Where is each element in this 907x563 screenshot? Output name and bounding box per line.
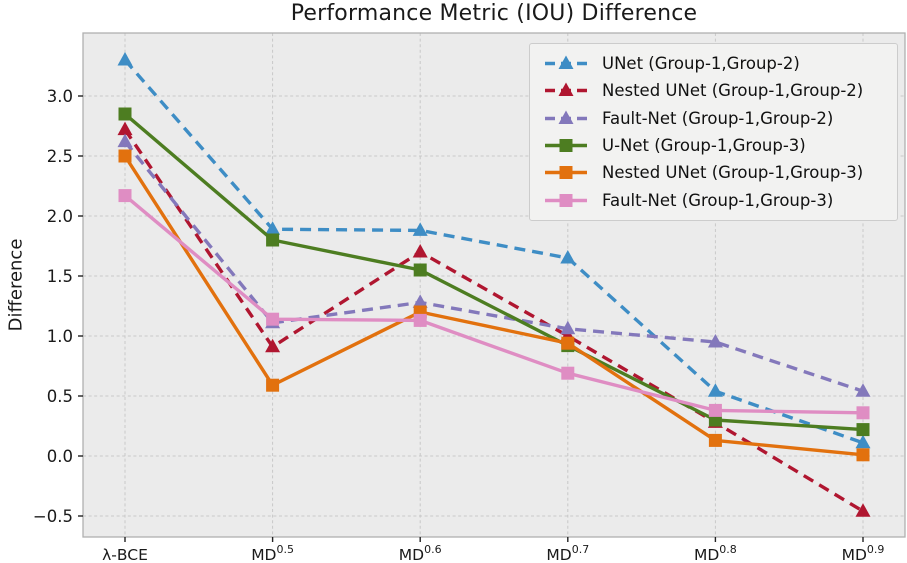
legend-item: Fault-Net (Group-1,Group-2) — [544, 109, 887, 128]
marker-series0-pt2 — [412, 222, 428, 236]
y-tick-label: 1.0 — [47, 327, 73, 346]
marker-series3-pt5 — [856, 423, 870, 437]
series-line-2 — [123, 140, 864, 393]
y-tick-label: 3.0 — [47, 87, 73, 106]
marker-series2-pt4 — [707, 334, 723, 348]
legend: UNet (Group-1,Group-2) Nested UNet (Group… — [529, 43, 898, 221]
marker-series4-pt4 — [708, 433, 722, 447]
marker-series1-pt5 — [855, 503, 871, 517]
legend-item-label: Nested UNet (Group-1,Group-3) — [602, 163, 864, 183]
marker-series3-pt2 — [413, 263, 427, 277]
legend-square-marker-icon — [545, 139, 587, 153]
marker-series0-pt5 — [855, 434, 871, 449]
marker-series3-pt1 — [266, 233, 280, 247]
legend-item-label: U-Net (Group-1,Group-3) — [602, 136, 806, 156]
axes-border — [82, 32, 906, 538]
legend-item: Fault-Net (Group-1,Group-3) — [544, 191, 887, 210]
y-tick-label: −0.5 — [33, 507, 73, 526]
legend-square-marker-icon — [545, 166, 587, 180]
chart-title: Performance Metric (IOU) Difference — [290, 1, 698, 26]
legend-triangle-marker-icon — [545, 55, 587, 70]
marker-series0-pt4 — [707, 383, 723, 397]
marker-series5-pt4 — [708, 403, 722, 417]
legend-item-label: Fault-Net (Group-1,Group-3) — [602, 190, 834, 210]
marker-series1-pt0 — [117, 121, 133, 136]
marker-series2-pt0 — [117, 133, 133, 148]
marker-series1-pt1 — [265, 338, 281, 353]
legend-item-label: Nested UNet (Group-1,Group-2) — [602, 81, 864, 101]
series-line-3 — [123, 112, 864, 432]
x-tick-label: MD0.8 — [694, 543, 737, 563]
marker-series4-pt3 — [561, 336, 575, 350]
marker-series3-pt0 — [118, 107, 132, 121]
legend-item-label: Fault-Net (Group-1,Group-2) — [602, 108, 834, 128]
marker-series2-pt2 — [412, 294, 428, 308]
legend-item-label: UNet (Group-1,Group-2) — [602, 54, 800, 74]
legend-item: U-Net (Group-1,Group-3) — [544, 136, 887, 155]
marker-series2-pt5 — [855, 383, 871, 397]
marker-series4-pt5 — [856, 448, 870, 462]
x-tick-label: MD0.7 — [546, 543, 589, 563]
x-tick-label: λ-BCE — [102, 546, 148, 563]
marker-series1-pt2 — [412, 244, 428, 258]
marker-series4-pt0 — [118, 149, 132, 163]
marker-series2-pt3 — [560, 320, 576, 335]
legend-item: UNet (Group-1,Group-2) — [544, 54, 887, 73]
legend-item: Nested UNet (Group-1,Group-3) — [544, 163, 887, 182]
legend-square-marker-icon — [545, 193, 587, 207]
marker-series5-pt0 — [118, 189, 132, 203]
marker-series5-pt1 — [266, 312, 280, 326]
marker-series5-pt3 — [561, 366, 575, 380]
y-tick-label: 0.5 — [47, 387, 73, 406]
y-tick-label: 2.5 — [47, 147, 73, 166]
marker-series0-pt0 — [117, 52, 133, 66]
series-line-4 — [123, 155, 864, 457]
y-tick-label: 1.5 — [47, 267, 73, 286]
legend-item: Nested UNet (Group-1,Group-2) — [544, 81, 887, 100]
x-tick-label: MD0.5 — [251, 543, 294, 563]
marker-series0-pt1 — [265, 221, 281, 235]
series-line-0 — [123, 58, 864, 445]
x-tick-label: MD0.9 — [842, 543, 885, 563]
marker-series0-pt3 — [560, 250, 576, 264]
y-tick-label: 0.0 — [47, 447, 73, 466]
marker-series5-pt2 — [413, 313, 427, 327]
marker-series4-pt1 — [266, 378, 280, 392]
marker-series5-pt5 — [856, 406, 870, 420]
series-line-1 — [123, 128, 864, 513]
legend-triangle-marker-icon — [545, 110, 587, 124]
legend-triangle-marker-icon — [545, 82, 587, 97]
y-tick-label: 2.0 — [47, 207, 73, 226]
x-tick-label: MD0.6 — [399, 543, 442, 563]
series-line-5 — [123, 194, 864, 415]
